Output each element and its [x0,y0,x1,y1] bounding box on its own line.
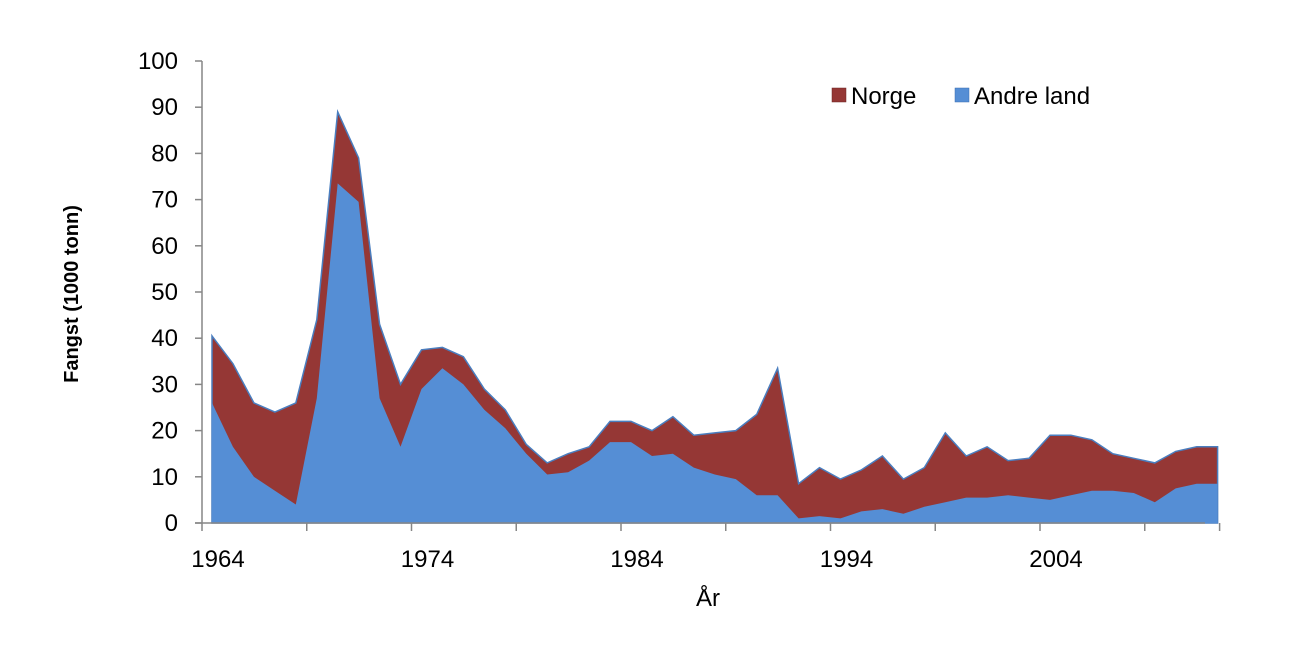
x-tick-label: 1984 [610,546,663,573]
x-tick-label: 2004 [1029,546,1082,573]
legend-swatch-norge [831,87,847,103]
y-ticks: 0 10 20 30 40 50 60 70 80 90 100 [138,48,202,537]
y-tick-label: 10 [151,464,178,491]
x-axis-title: År [696,584,720,612]
y-tick-label: 40 [151,325,178,352]
y-tick-label: 50 [151,279,178,306]
legend-swatch-andre-land [954,87,970,103]
x-tick-label: 1964 [191,546,244,573]
x-tick-label: 1974 [401,546,454,573]
x-ticks: 1964 1974 1984 1994 2004 [191,523,1221,573]
x-tick-label: 1994 [820,546,873,573]
legend-label-andre-land: Andre land [974,83,1090,110]
y-tick-label: 30 [151,371,178,398]
legend-label-norge: Norge [851,83,916,110]
y-tick-label: 60 [151,233,178,260]
y-tick-label: 80 [151,140,178,167]
areas-layer [211,108,1219,524]
y-tick-label: 0 [165,510,178,537]
y-tick-label: 100 [138,48,178,75]
y-tick-label: 90 [151,94,178,121]
y-axis-title: Fangst (1000 tonn) [61,205,83,383]
y-tick-label: 70 [151,187,178,214]
y-tick-label: 20 [151,418,178,445]
legend: Norge Andre land [831,83,1090,110]
area-andre-land [212,183,1218,523]
